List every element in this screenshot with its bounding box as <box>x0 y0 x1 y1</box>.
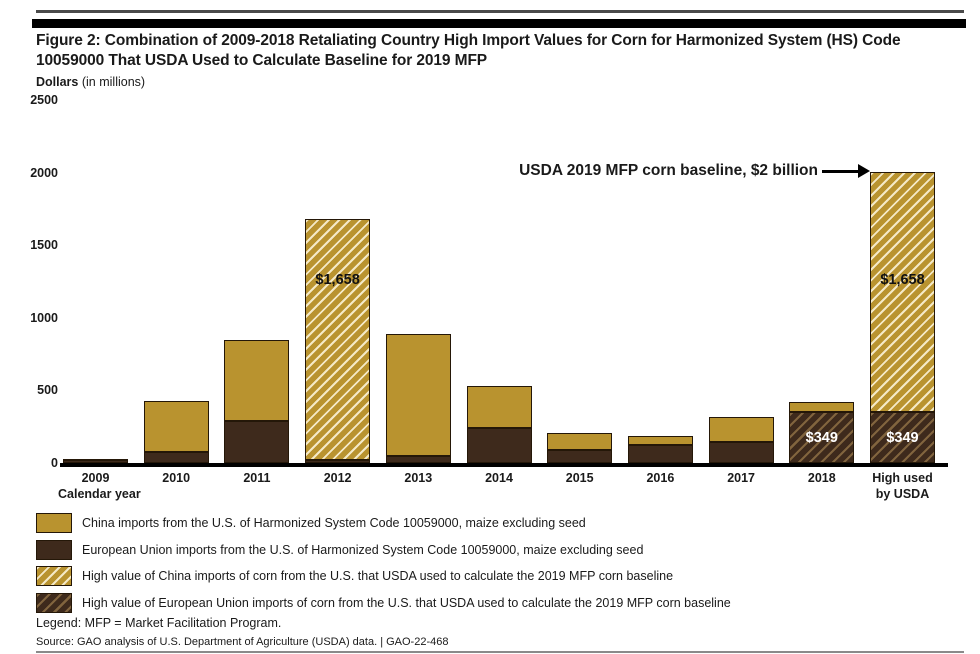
y-axis-tick-label: 0 <box>51 456 58 470</box>
china-hatch-swatch-icon <box>36 566 72 587</box>
bar-segment-china-solid <box>143 401 209 453</box>
bar-value-label: $1,658 <box>880 272 925 289</box>
bar-segment-eu-high-hatched <box>789 412 855 463</box>
x-axis-tick-label: 2010 <box>162 471 191 485</box>
y-axis-units-bold: Dollars <box>36 75 79 89</box>
eu-solid-swatch-icon <box>36 539 72 560</box>
x-axis-title: Calendar year <box>58 487 141 501</box>
y-axis-tick-label: 1500 <box>30 238 58 253</box>
x-axis-baseline <box>60 463 948 467</box>
x-axis-tick-label: 2009 <box>81 471 110 485</box>
annotation-arrow-line <box>822 170 862 173</box>
bar-segment-china-solid <box>224 340 290 421</box>
x-axis-tick-label: 2017 <box>727 471 755 485</box>
bar-segment-china-solid <box>547 433 613 450</box>
bar-segment-china-solid <box>627 436 693 445</box>
bar-value-label: $349 <box>805 430 838 447</box>
legend-item-label: European Union imports from the U.S. of … <box>82 542 644 557</box>
x-axis-tick-label: High used by USDA <box>872 471 933 501</box>
bar-segment-china-solid <box>789 401 855 413</box>
top-thin-rule <box>36 10 964 13</box>
y-axis-tick-label: 1000 <box>30 310 58 325</box>
bar-segment-china-solid <box>63 458 128 461</box>
legend-item: China imports from the U.S. of Harmonize… <box>36 513 936 535</box>
china-solid-swatch-icon <box>36 513 72 533</box>
bar-segment-china-high-hatched <box>870 171 935 413</box>
legend-item: High value of European Union imports of … <box>36 593 936 615</box>
x-axis-tick-label: 2011 <box>243 471 271 485</box>
eu-hatch-swatch-icon <box>36 593 72 614</box>
bottom-rule <box>36 651 964 653</box>
figure-title: Figure 2: Combination of 2009-2018 Retal… <box>36 32 901 70</box>
x-axis-tick-label: 2018 <box>807 471 836 485</box>
bar-segment-china-high-hatched <box>305 219 371 461</box>
bar-segment-eu-solid <box>385 456 451 463</box>
bar-segment-eu-solid <box>224 420 290 463</box>
y-axis-units-label: Dollars (in millions) <box>36 75 145 89</box>
bar-segment-eu-high-hatched <box>870 412 935 463</box>
legend-item: European Union imports from the U.S. of … <box>36 539 936 562</box>
x-axis-tick-label: 2015 <box>565 471 594 485</box>
bar-segment-china-solid <box>385 334 451 457</box>
top-black-bar <box>32 19 966 28</box>
bar-segment-eu-solid <box>466 428 532 463</box>
legend-note: Legend: MFP = Market Facilitation Progra… <box>36 616 282 630</box>
bar-segment-eu-solid <box>305 460 371 463</box>
x-axis-tick-label: 2012 <box>323 471 352 485</box>
legend-item-label: High value of European Union imports of … <box>82 596 731 611</box>
bar-value-label: $349 <box>886 430 919 447</box>
x-axis-tick-label: 2016 <box>646 471 675 485</box>
y-axis-tick-label: 2000 <box>30 165 58 180</box>
y-axis-tick-label: 2500 <box>30 93 58 107</box>
annotation-arrow-head-icon <box>858 164 870 178</box>
y-axis-tick-label: 500 <box>37 383 58 398</box>
legend-item: High value of China imports of corn from… <box>36 566 936 588</box>
bar-segment-eu-solid <box>547 449 613 463</box>
bar-segment-eu-solid <box>627 444 693 463</box>
bar-value-label: $1,658 <box>315 272 360 289</box>
bar-segment-eu-solid <box>143 452 209 463</box>
source-line: Source: GAO analysis of U.S. Department … <box>36 636 449 648</box>
bar-segment-china-solid <box>466 386 532 429</box>
bar-segment-eu-solid <box>708 441 774 463</box>
x-axis-tick-label: 2013 <box>404 471 433 485</box>
legend-item-label: High value of China imports of corn from… <box>82 569 674 584</box>
y-axis-units-rest: (in millions) <box>78 75 146 89</box>
legend-item-label: China imports from the U.S. of Harmonize… <box>82 516 586 530</box>
bar-segment-china-solid <box>708 417 774 442</box>
x-axis-tick-label: 2014 <box>485 471 513 485</box>
baseline-annotation-text: USDA 2019 MFP corn baseline, $2 billion <box>519 162 818 179</box>
